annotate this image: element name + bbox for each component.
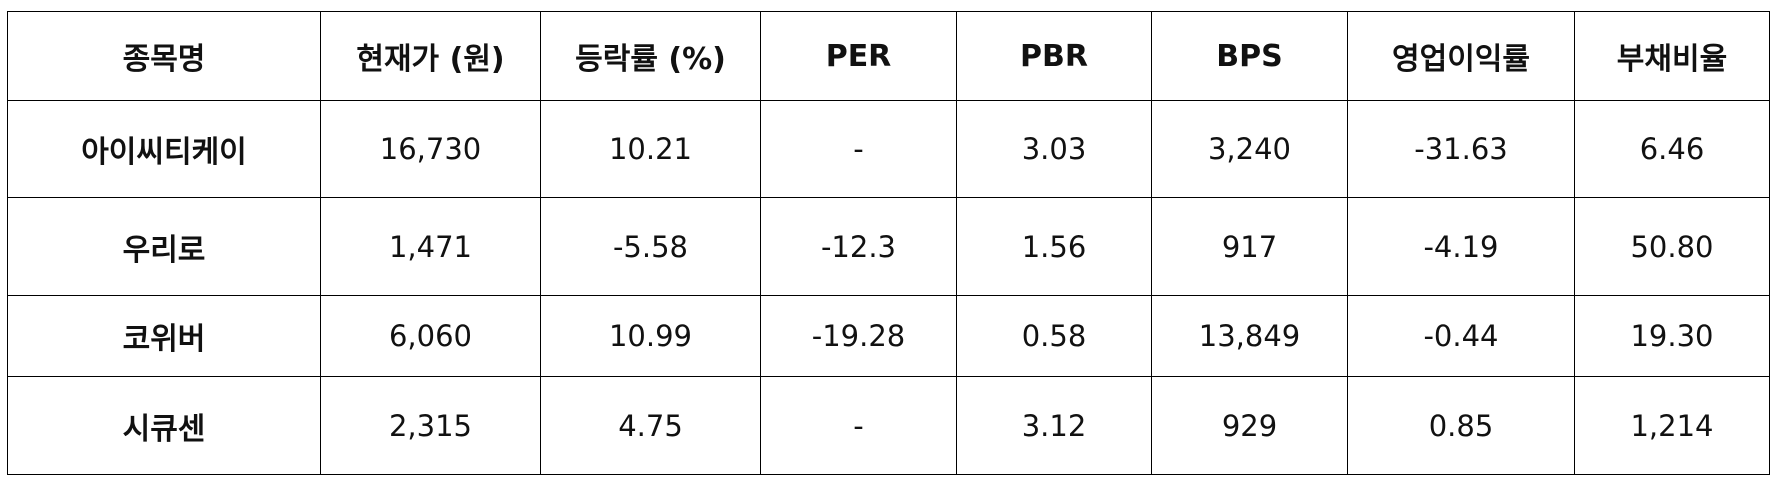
cell: -5.58 bbox=[540, 197, 761, 296]
cell: 6,060 bbox=[320, 295, 541, 377]
cell: 4.75 bbox=[540, 376, 761, 475]
stock-name: 우리로 bbox=[7, 197, 321, 296]
header-cell: PER bbox=[760, 11, 957, 101]
cell: 1.56 bbox=[956, 197, 1152, 296]
stock-name: 시큐센 bbox=[7, 376, 321, 475]
cell: 16,730 bbox=[320, 100, 541, 198]
cell: - bbox=[760, 376, 957, 475]
header-cell: 종목명 bbox=[7, 11, 321, 101]
table-body: 아이씨티케이 16,730 10.21-3.03 3,240 -31.63 6.46 우리로… bbox=[7, 100, 1770, 475]
cell: 0.58 bbox=[956, 295, 1152, 377]
cell: 10.21 bbox=[540, 100, 761, 198]
cell: -31.63 bbox=[1347, 100, 1575, 198]
stock-table: 종목명 현재가 (원) 등락률 (%) PER PBR BPS 영업이익률 부채비율 아이씨티… bbox=[7, 11, 1770, 475]
header-cell: 영업이익률 bbox=[1347, 11, 1575, 101]
cell: 6.46 bbox=[1574, 100, 1770, 198]
cell: 917 bbox=[1151, 197, 1348, 296]
cell: - bbox=[760, 100, 957, 198]
cell: 19.30 bbox=[1574, 295, 1770, 377]
cell: 13,849 bbox=[1151, 295, 1348, 377]
header-cell: 등락률 (%) bbox=[540, 11, 761, 101]
table-row: 코위버 6,060 10.99 -19.28 0.58 13,849 -0.44 19.30 bbox=[7, 295, 1770, 377]
header-cell: 현재가 (원) bbox=[320, 11, 541, 101]
header-cell: BPS bbox=[1151, 11, 1348, 101]
cell: 2,315 bbox=[320, 376, 541, 475]
cell: -0.44 bbox=[1347, 295, 1575, 377]
stock-name: 아이씨티케이 bbox=[7, 100, 321, 198]
header-cell: PBR bbox=[956, 11, 1152, 101]
cell: 50.80 bbox=[1574, 197, 1770, 296]
header-row: 종목명 현재가 (원) 등락률 (%) PER PBR BPS 영업이익률 부채비율 bbox=[7, 11, 1770, 101]
header-cell: 부채비율 bbox=[1574, 11, 1770, 101]
cell: 0.85 bbox=[1347, 376, 1575, 475]
table-row: 아이씨티케이 16,730 10.21-3.03 3,240 -31.63 6.46 bbox=[7, 100, 1770, 198]
cell: 929 bbox=[1151, 376, 1348, 475]
cell: 3.03 bbox=[956, 100, 1152, 198]
stock-name: 코위버 bbox=[7, 295, 321, 377]
cell: 10.99 bbox=[540, 295, 761, 377]
cell: 1,471 bbox=[320, 197, 541, 296]
cell: -19.28 bbox=[760, 295, 957, 377]
table-row: 우리로 1,471 -5.58 -12.3 1.56 917 -4.19 50.80 bbox=[7, 197, 1770, 296]
cell: -4.19 bbox=[1347, 197, 1575, 296]
cell: 3.12 bbox=[956, 376, 1152, 475]
cell: 1,214 bbox=[1574, 376, 1770, 475]
table-row: 시큐센 2,315 4.75-3.12 929 0.85 1,214 bbox=[7, 376, 1770, 475]
cell: -12.3 bbox=[760, 197, 957, 296]
cell: 3,240 bbox=[1151, 100, 1348, 198]
